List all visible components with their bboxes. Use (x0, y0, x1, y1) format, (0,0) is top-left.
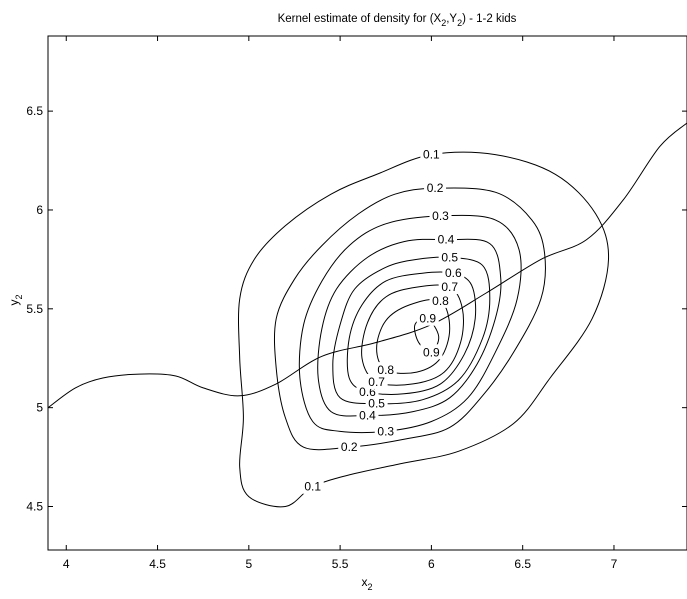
contour-label: 0.5 (441, 250, 458, 264)
contour-label-bg (442, 265, 465, 281)
contour-label: 0.1 (304, 480, 321, 494)
y-axis-ticks: 4.5 5 5.5 6 6.5 (26, 104, 687, 514)
contour-label-bg (424, 180, 447, 196)
contour-label: 0.8 (432, 294, 449, 308)
contour-label: 0.9 (423, 345, 440, 359)
x-tick-label: 7 (611, 557, 618, 571)
contour-line-0.1 (237, 151, 610, 508)
contour-label-layer: 0.10.10.20.20.30.30.40.40.50.50.60.60.70… (301, 146, 465, 494)
contour-label-bg (438, 279, 461, 295)
contour-label-bg (356, 407, 379, 423)
contour-label: 0.5 (368, 397, 385, 411)
contour-layer (237, 151, 610, 508)
x-tick-label: 5.5 (332, 557, 349, 571)
contour-label-bg (420, 344, 443, 360)
contour-label: 0.4 (359, 409, 376, 423)
x-tick-label: 6 (428, 557, 435, 571)
x-axis-title: x2 (361, 575, 372, 592)
contour-label: 0.2 (427, 181, 444, 195)
y-tick-label: 6.5 (26, 104, 43, 118)
contour-label: 0.3 (432, 209, 449, 223)
contour-label-bg (365, 373, 388, 389)
plot-frame (47, 35, 687, 551)
contour-label: 0.8 (377, 363, 394, 377)
contour-line-0.2 (273, 187, 546, 451)
contour-label-bg (338, 439, 361, 455)
x-tick-label: 5 (245, 557, 252, 571)
contour-label-bg (420, 146, 443, 162)
contour-label-bg (374, 423, 397, 439)
curve-layer (47, 122, 687, 409)
chart-title: Kernel estimate of density for (X2,Y2) -… (278, 13, 517, 28)
contour-label-bg (365, 395, 388, 411)
contour-label: 0.2 (341, 440, 358, 454)
x-tick-label: 4.5 (149, 557, 166, 571)
contour-label: 0.6 (445, 266, 462, 280)
contour-label: 0.3 (377, 424, 394, 438)
y-axis-title: y2 (7, 294, 24, 305)
contour-label: 0.9 (419, 312, 436, 326)
contour-label-bg (438, 249, 461, 265)
contour-label: 0.4 (438, 233, 455, 247)
contour-label-bg (374, 362, 397, 378)
contour-label-bg (429, 207, 452, 223)
x-axis-ticks: 4 4.5 5 5.5 6 6.5 7 (63, 36, 618, 571)
y-tick-label: 6 (36, 203, 43, 217)
x-tick-label: 4 (63, 557, 70, 571)
contour-label-bg (416, 310, 439, 326)
regression-curve (47, 122, 687, 409)
contour-label: 0.7 (441, 280, 458, 294)
contour-line-0.5 (332, 256, 491, 405)
contour-label: 0.1 (423, 148, 440, 162)
y-tick-label: 5 (36, 401, 43, 415)
y-tick-label: 5.5 (26, 302, 43, 316)
x-tick-label: 6.5 (514, 557, 531, 571)
contour-label-bg (429, 292, 452, 308)
contour-label-bg (435, 231, 458, 247)
contour-label: 0.7 (368, 375, 385, 389)
y-tick-label: 4.5 (26, 500, 43, 514)
contour-label-bg (301, 478, 324, 494)
contour-line-0.3 (298, 214, 522, 434)
